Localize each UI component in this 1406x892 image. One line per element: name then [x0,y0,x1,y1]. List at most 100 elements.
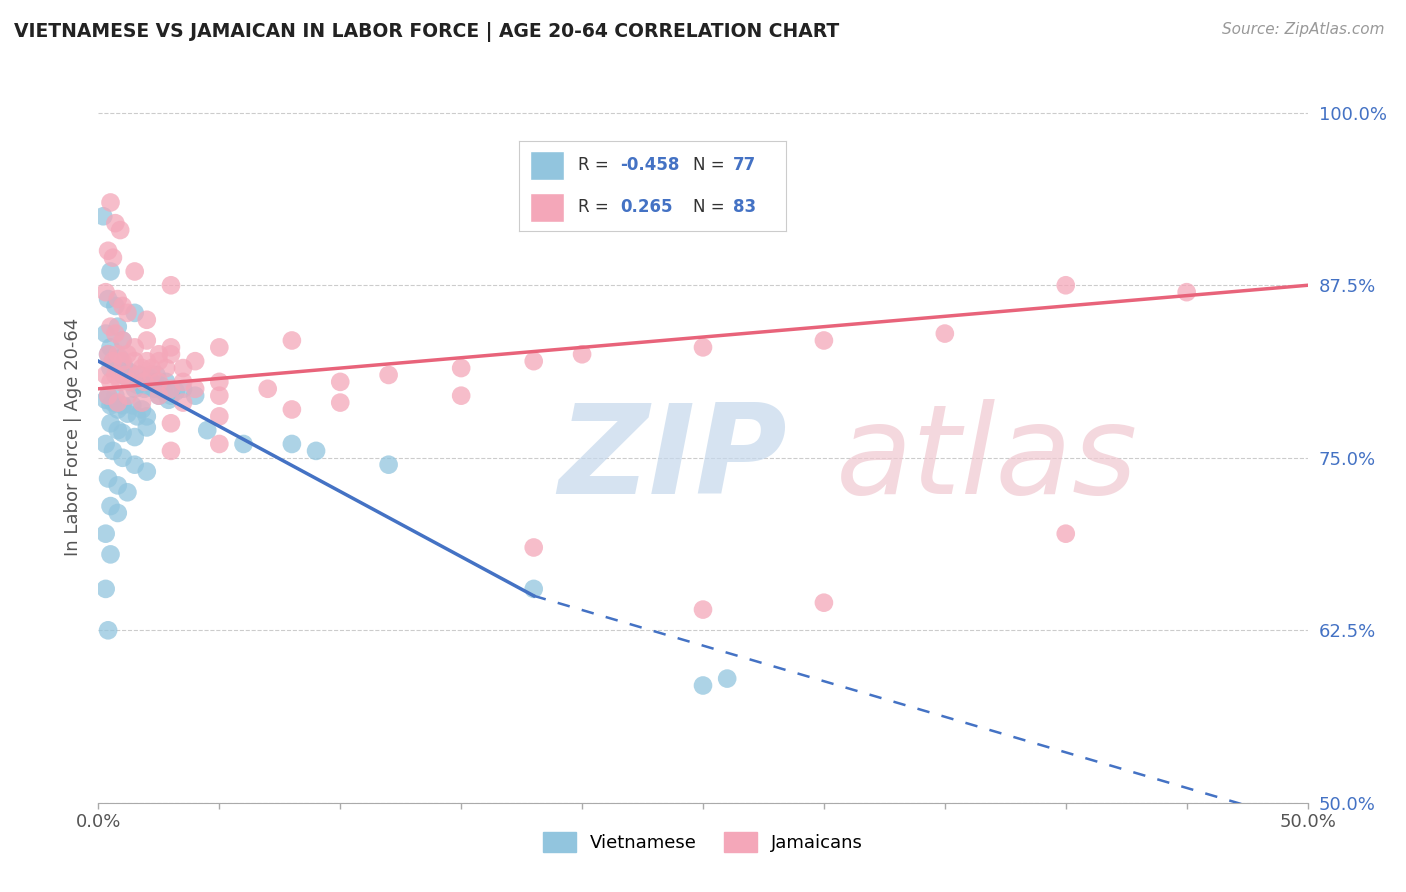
Point [716,672,738,686]
Point [124,340,146,354]
Point [138,370,160,384]
Point [118,375,141,389]
Text: 0.265: 0.265 [620,198,673,217]
Point [692,340,714,354]
Point [107,319,129,334]
Point [104,357,127,371]
Point [157,392,180,407]
Point [131,402,153,417]
Point [121,398,143,412]
Point [124,306,146,320]
Point [195,423,218,437]
Point [523,582,546,596]
Point [160,389,183,403]
Point [111,334,134,348]
Point [1054,278,1077,293]
Point [121,375,143,389]
Point [107,395,129,409]
Point [148,347,170,361]
Point [94,368,117,382]
Point [281,437,304,451]
Point [107,347,129,361]
Point [172,361,194,376]
Point [100,398,122,412]
Point [111,334,134,348]
Point [450,361,472,376]
Point [160,278,183,293]
Point [117,389,139,403]
Point [100,361,122,376]
Point [107,423,129,437]
Point [127,368,149,382]
Point [111,450,134,465]
Point [134,382,156,396]
Point [97,244,120,258]
Bar [530,152,564,180]
Point [141,361,163,376]
Point [1175,285,1198,300]
Point [571,347,593,361]
Point [131,375,153,389]
Point [97,292,120,306]
Point [281,334,304,348]
Point [1054,526,1077,541]
Point [124,382,146,396]
Point [97,389,120,403]
Point [100,264,122,278]
Point [813,596,835,610]
Point [101,395,124,409]
Point [160,417,183,431]
Point [143,382,166,396]
Text: 77: 77 [733,156,756,175]
Point [94,526,117,541]
Point [172,395,194,409]
Point [128,368,150,382]
Point [100,548,122,562]
Point [148,389,170,403]
Point [184,389,207,403]
Point [124,458,146,472]
Point [124,354,146,368]
Point [97,471,120,485]
Point [160,340,183,354]
Point [134,375,156,389]
Point [94,437,117,451]
Point [104,368,127,382]
Point [208,409,231,424]
Point [117,306,139,320]
Point [450,389,472,403]
Point [97,347,120,361]
Text: ZIP: ZIP [558,399,786,519]
Point [104,389,127,403]
Point [148,354,170,368]
Point [124,264,146,278]
Point [94,285,117,300]
Point [281,402,304,417]
Point [94,582,117,596]
Point [107,478,129,492]
Point [97,347,120,361]
Point [100,195,122,210]
Point [94,392,117,407]
Point [107,402,129,417]
Point [148,375,170,389]
Point [155,375,177,389]
Text: VIETNAMESE VS JAMAICAN IN LABOR FORCE | AGE 20-64 CORRELATION CHART: VIETNAMESE VS JAMAICAN IN LABOR FORCE | … [14,22,839,42]
Legend: Vietnamese, Jamaicans: Vietnamese, Jamaicans [536,824,870,860]
Point [101,251,124,265]
Point [523,541,546,555]
Text: N =: N = [693,156,724,175]
Point [114,368,136,382]
Point [107,292,129,306]
Point [127,377,149,392]
Point [91,209,114,223]
Point [692,678,714,692]
Point [108,223,131,237]
Point [97,389,120,403]
Point [305,443,328,458]
Point [135,420,157,434]
Text: N =: N = [693,198,724,217]
Point [329,375,352,389]
Point [111,299,134,313]
Point [111,354,134,368]
